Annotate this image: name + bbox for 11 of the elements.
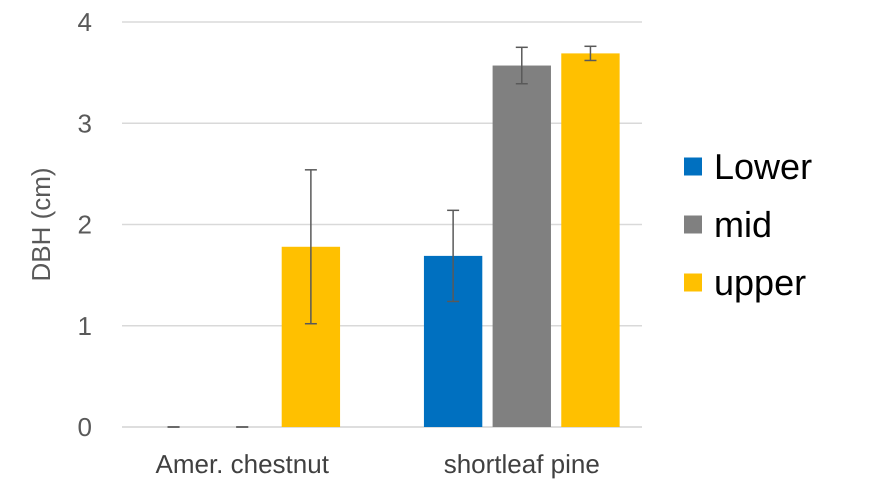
y-axis-title: DBH (cm) bbox=[26, 167, 56, 282]
y-tick-label: 0 bbox=[78, 412, 92, 442]
y-tick-label: 4 bbox=[78, 7, 92, 38]
y-tick-label: 1 bbox=[78, 310, 92, 341]
x-tick-label: Amer. chestnut bbox=[156, 449, 330, 479]
x-tick-label: shortleaf pine bbox=[444, 449, 600, 479]
legend-label: upper bbox=[714, 262, 806, 304]
legend-label: mid bbox=[714, 204, 772, 246]
y-tick-label: 3 bbox=[78, 108, 92, 138]
legend-label: Lower bbox=[714, 146, 812, 188]
y-tick-label: 2 bbox=[78, 210, 92, 240]
